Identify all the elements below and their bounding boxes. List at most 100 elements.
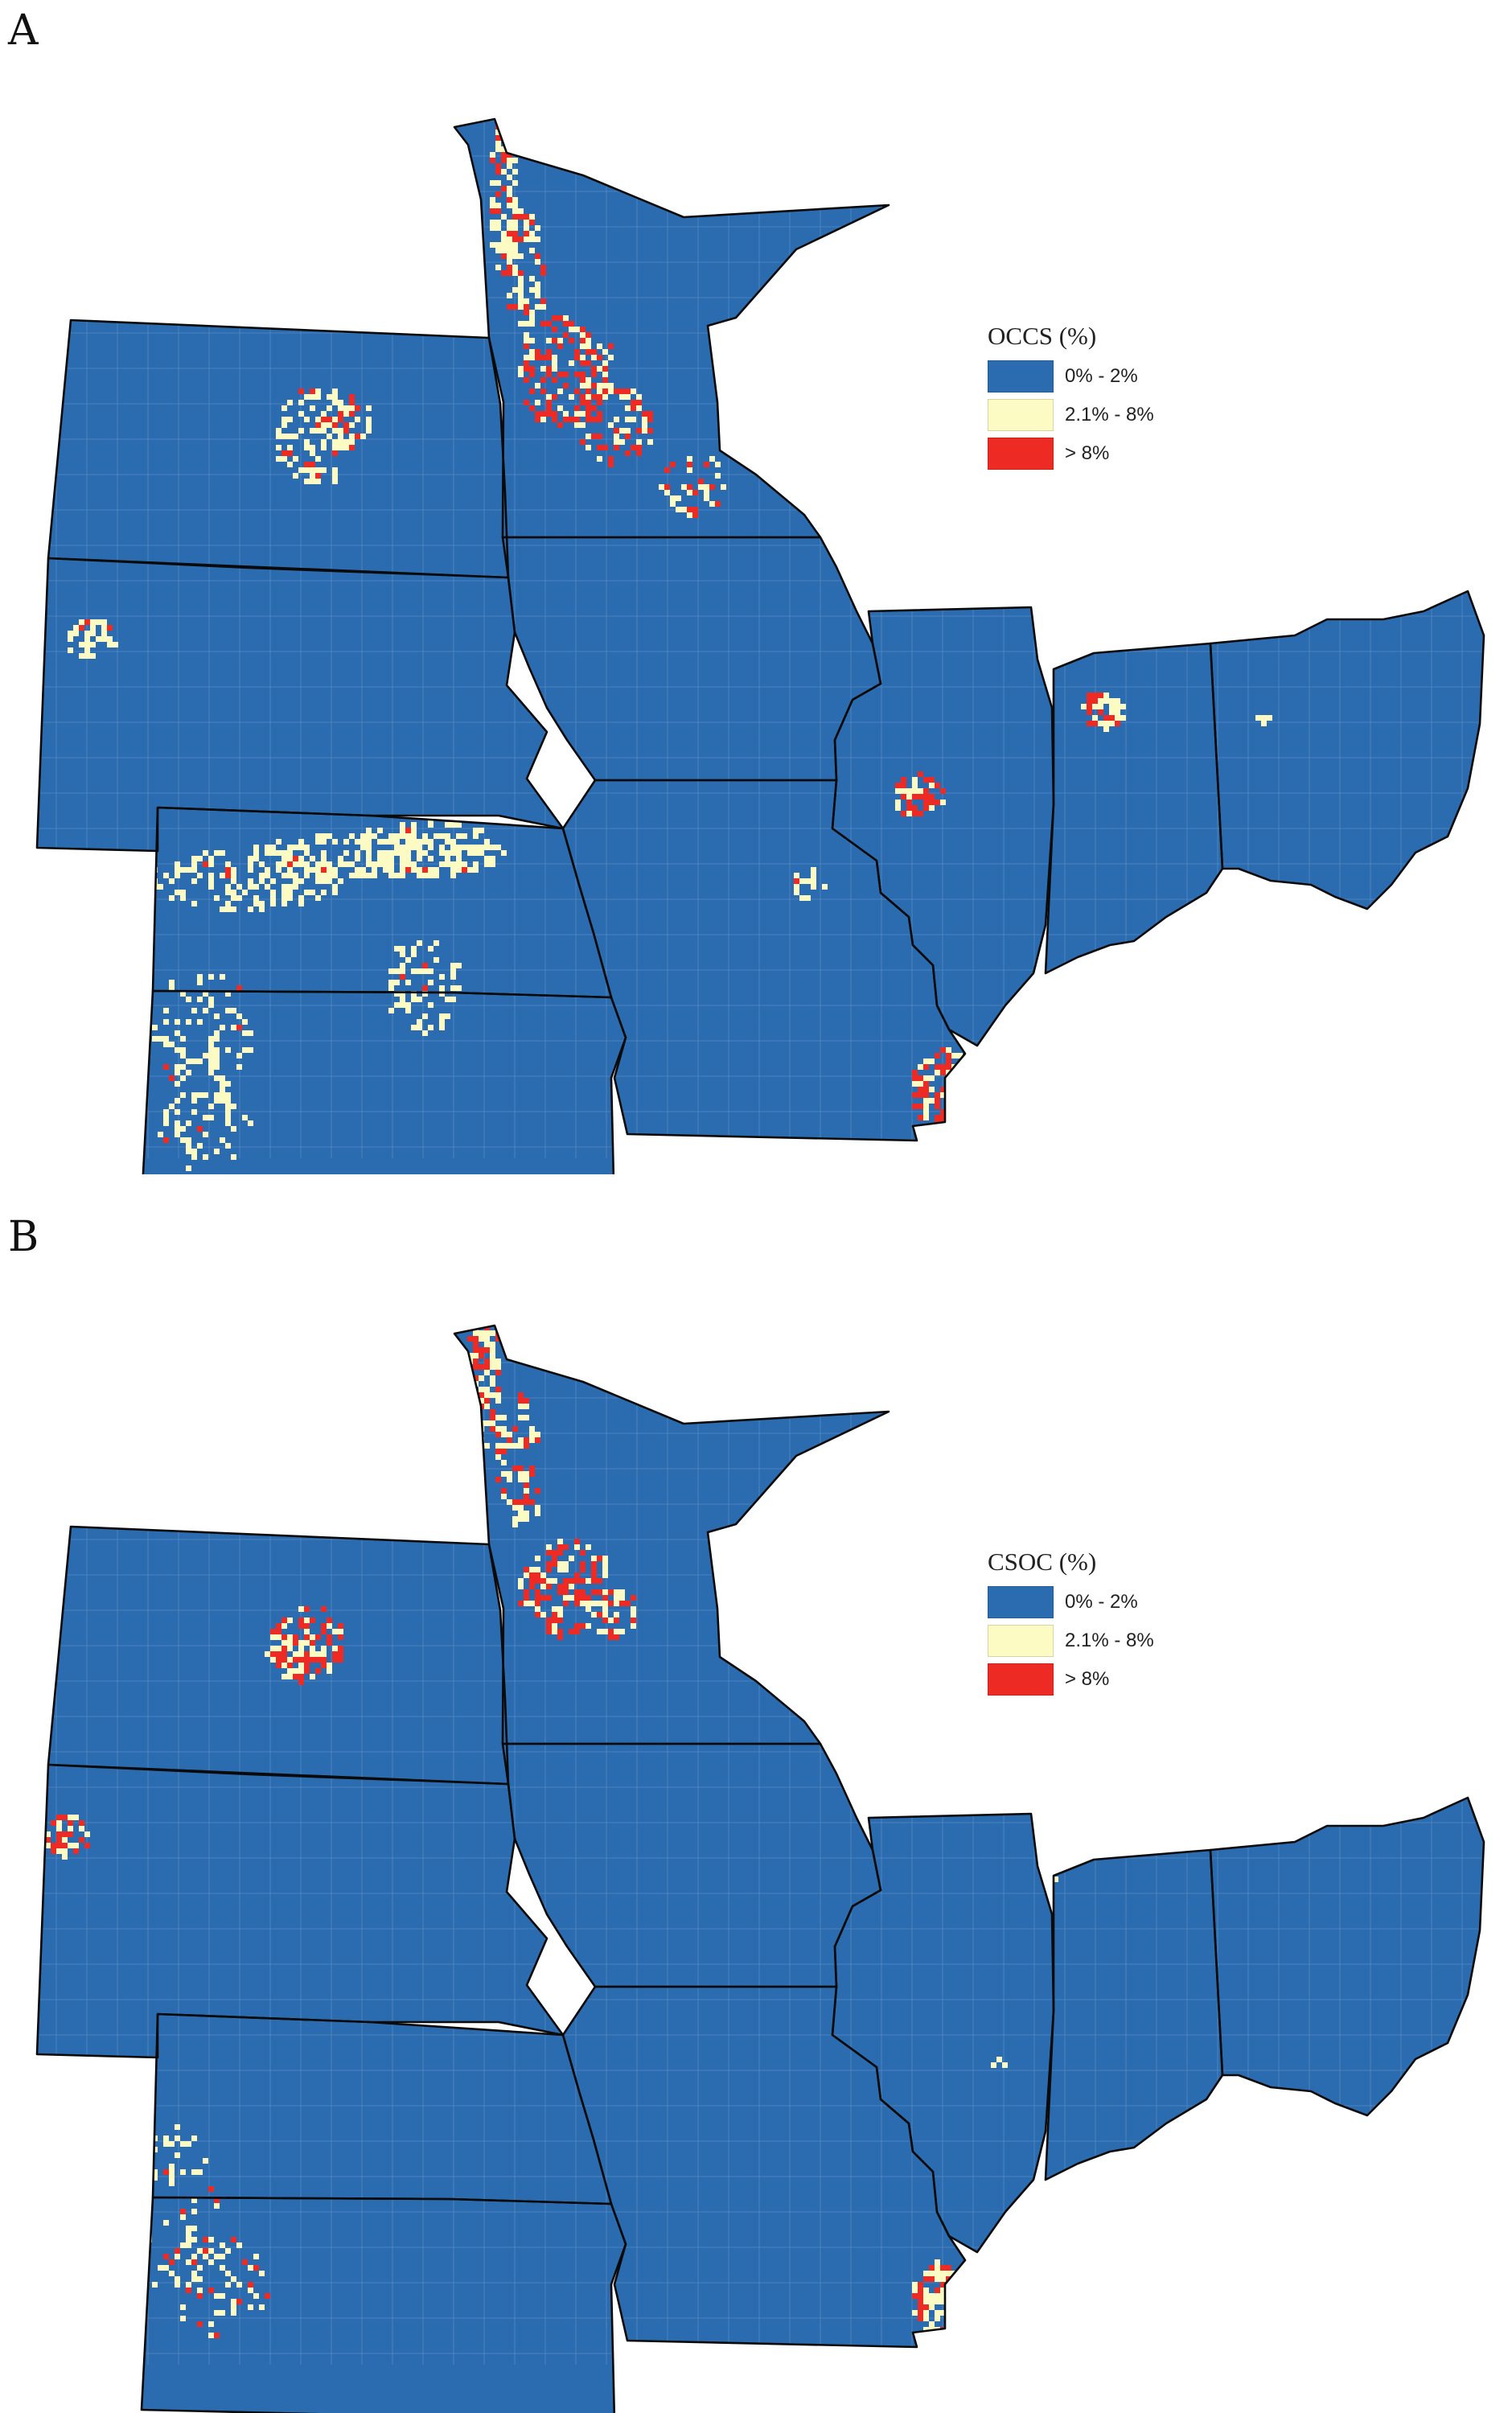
value-cell — [349, 861, 355, 867]
value-cell — [411, 845, 417, 850]
value-cell — [512, 287, 518, 293]
value-cell — [495, 107, 501, 113]
value-cell — [557, 1618, 563, 1623]
value-cell — [546, 1584, 552, 1589]
value-cell — [585, 388, 591, 394]
value-cell — [557, 343, 563, 349]
value-cell — [963, 1070, 968, 1075]
value-cell — [445, 861, 450, 867]
value-cell — [405, 1008, 411, 1013]
value-cell — [191, 856, 197, 861]
value-cell — [794, 884, 799, 890]
value-cell — [439, 1025, 445, 1030]
value-cell — [529, 214, 535, 220]
value-cell — [450, 963, 456, 968]
legend-title: CSOC (%) — [988, 1548, 1097, 1576]
value-cell — [597, 394, 602, 400]
value-cell — [935, 800, 940, 805]
value-cell — [417, 867, 422, 873]
value-cell — [535, 1612, 540, 1618]
value-cell — [929, 783, 935, 788]
state-minnesota — [454, 119, 889, 537]
value-cell — [298, 400, 304, 405]
value-cell — [524, 236, 529, 242]
value-cell — [118, 2181, 124, 2186]
value-cell — [664, 490, 670, 495]
value-cell — [293, 1651, 298, 1657]
value-cell — [563, 411, 569, 417]
value-cell — [281, 1623, 287, 1629]
value-cell — [231, 2310, 236, 2316]
value-cell — [495, 1364, 501, 1370]
value-cell — [422, 963, 428, 968]
value-cell — [585, 349, 591, 355]
value-cell — [90, 631, 96, 636]
value-cell — [540, 388, 546, 394]
value-cell — [518, 321, 524, 327]
value-cell — [163, 2220, 169, 2226]
value-cell — [569, 417, 574, 422]
value-cell — [552, 1629, 557, 1634]
value-cell — [546, 338, 552, 343]
value-cell — [608, 1618, 614, 1623]
value-cell — [310, 388, 315, 394]
value-cell — [585, 377, 591, 383]
value-cell — [152, 2282, 158, 2288]
value-cell — [546, 400, 552, 405]
value-cell — [963, 2316, 968, 2321]
value-cell — [225, 890, 231, 895]
value-cell — [546, 349, 552, 355]
value-cell — [197, 873, 203, 878]
value-cell — [484, 1342, 490, 1347]
value-cell — [281, 873, 287, 878]
value-cell — [158, 884, 163, 890]
value-cell — [214, 1064, 220, 1070]
value-cell — [923, 2316, 929, 2321]
value-cell — [405, 980, 411, 985]
value-cell — [957, 2271, 963, 2276]
value-cell — [45, 1831, 51, 1837]
value-cell — [208, 1059, 214, 1064]
value-cell — [315, 479, 321, 484]
value-cell — [918, 2316, 923, 2321]
value-cell — [946, 1104, 951, 1109]
value-cell — [563, 1584, 569, 1589]
value-cell — [918, 2282, 923, 2288]
value-cell — [580, 1595, 585, 1601]
value-cell — [405, 828, 411, 833]
value-cell — [208, 884, 214, 890]
value-cell — [304, 462, 310, 467]
value-cell — [197, 1019, 203, 1025]
value-cell — [940, 800, 946, 805]
value-cell — [704, 495, 709, 501]
value-cell — [507, 248, 512, 253]
value-cell — [957, 2288, 963, 2293]
value-cell — [535, 1432, 540, 1437]
value-cell — [951, 2310, 957, 2316]
value-cell — [591, 394, 597, 400]
value-cell — [388, 861, 394, 867]
value-cell — [631, 1623, 636, 1629]
value-cell — [366, 828, 372, 833]
value-cell — [602, 1567, 608, 1572]
value-cell — [951, 1075, 957, 1081]
value-cell — [715, 501, 721, 507]
state-indiana — [1046, 1850, 1222, 2180]
value-cell — [338, 411, 343, 417]
value-cell — [1115, 709, 1120, 715]
value-cell — [524, 1595, 529, 1601]
value-cell — [614, 1629, 619, 1634]
value-cell — [923, 1064, 929, 1070]
value-cell — [552, 355, 557, 360]
value-cell — [518, 1471, 524, 1477]
value-cell — [248, 878, 253, 884]
value-cell — [417, 845, 422, 850]
value-cell — [276, 1651, 281, 1657]
value-cell — [186, 2226, 191, 2231]
value-cell — [191, 878, 197, 884]
state-illinois — [832, 607, 1054, 1046]
value-cell — [321, 1606, 327, 1612]
value-cell — [1267, 715, 1272, 721]
value-cell — [490, 1415, 495, 1420]
value-cell — [625, 434, 631, 439]
